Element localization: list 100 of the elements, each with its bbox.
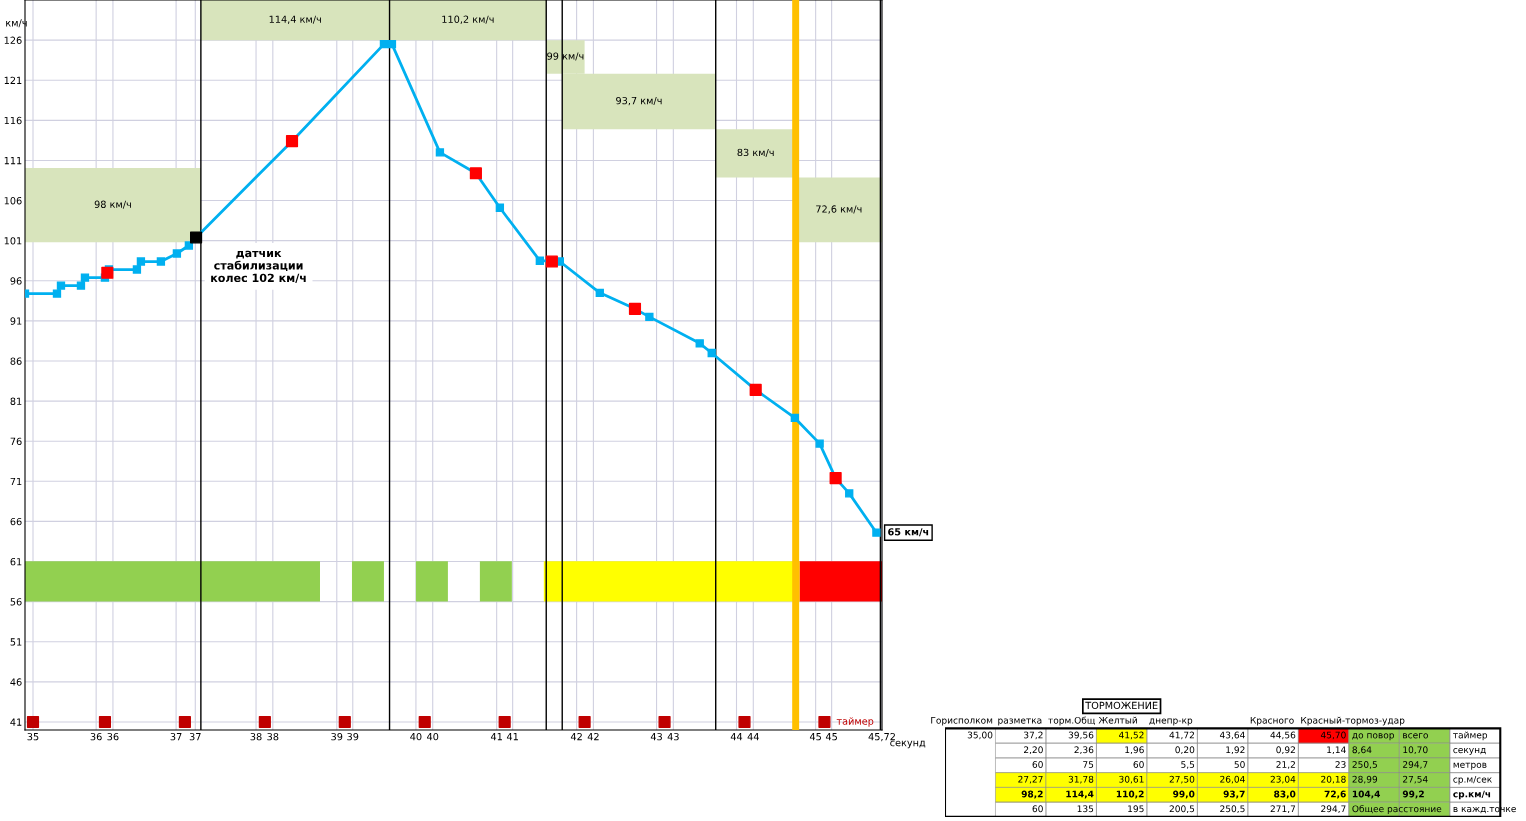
text: 294,7: [1321, 805, 1346, 814]
text: 83,0: [1274, 790, 1296, 799]
y-tick-label: 86: [10, 357, 22, 365]
text: 39,56: [1068, 731, 1094, 740]
text: 72,6: [1324, 790, 1346, 799]
text: 75: [1083, 761, 1094, 768]
text: 26,04: [1220, 775, 1245, 784]
text: 27,50: [1169, 775, 1195, 784]
text: 41,52: [1118, 731, 1144, 740]
text: 60: [1032, 761, 1043, 768]
y-tick-label: 91: [10, 317, 22, 325]
text: 99,0: [1173, 790, 1195, 799]
y-tick-label: 101: [4, 237, 22, 245]
x-tick-label: 36: [90, 732, 102, 741]
text: 41,72: [1169, 731, 1194, 740]
y-tick-label: 81: [10, 397, 22, 405]
x-tick-label: 42: [570, 732, 582, 741]
text: 135: [1077, 805, 1094, 813]
text: 60: [1133, 761, 1144, 768]
text: 43,64: [1219, 731, 1245, 740]
text: 1,96: [1125, 746, 1144, 755]
y-tick-label: 41: [10, 718, 22, 726]
y-tick-label: 116: [4, 116, 22, 125]
category-label: разметка: [998, 718, 1042, 726]
y-tick-label: 66: [10, 517, 22, 526]
text: ср.км/ч: [1453, 790, 1491, 800]
text: метров: [1453, 762, 1487, 770]
text: 30,61: [1119, 775, 1144, 784]
text: 110,2: [1116, 790, 1144, 799]
text: 8,64: [1352, 746, 1372, 755]
x-tick-label: 41: [506, 733, 518, 741]
text: 271,7: [1270, 805, 1296, 814]
annotation: датчик стабилизации колес 102 км/ч: [211, 250, 306, 283]
text: 1,14: [1327, 746, 1346, 755]
text: всего: [1403, 733, 1428, 739]
text: 99,2: [1402, 790, 1424, 799]
text: 60: [1032, 805, 1043, 813]
x-tick-label: 38: [267, 732, 279, 741]
x-tick-label: 44: [730, 733, 743, 741]
text: 93,7: [1223, 790, 1245, 799]
y-tick-label: 46: [10, 678, 22, 686]
text: 27,54: [1403, 775, 1428, 784]
x-tick-label: 45: [809, 733, 821, 741]
text: 0,92: [1276, 746, 1295, 755]
y-tick-label: 61: [10, 558, 22, 566]
text: 98,2: [1021, 790, 1043, 799]
band-label: 99 км/ч: [547, 52, 584, 61]
y-tick-label: 76: [10, 437, 22, 446]
category-label: Горисполком: [931, 716, 993, 726]
band-label: 114,4 км/ч: [269, 15, 321, 24]
category-label: днепр-кр: [1149, 718, 1193, 726]
category-label: Красный-тормоз-удар: [1301, 716, 1405, 726]
text: 35,00: [967, 731, 993, 740]
text: Общее расстояние: [1352, 805, 1442, 814]
y-tick-label: 126: [4, 36, 22, 44]
text: 37,2: [1024, 731, 1043, 740]
y-tick-label: 51: [10, 638, 22, 646]
text: 195: [1128, 805, 1144, 813]
y-tick-label: 71: [10, 477, 22, 486]
x-tick-label: 45,72: [868, 732, 895, 742]
x-tick-label: 40: [427, 732, 439, 741]
x-tick-label: 37: [189, 732, 201, 741]
text: 20,18: [1321, 775, 1346, 784]
category-label: торм.Общ: [1048, 716, 1095, 726]
x-tick-label: 43: [650, 732, 662, 741]
band-label: 98 км/ч: [94, 200, 131, 209]
text: 23: [1335, 761, 1346, 768]
text: 294,7: [1403, 761, 1428, 769]
text: 31,78: [1068, 775, 1094, 784]
y-tick-label: 121: [4, 76, 22, 84]
x-tick-label: 45: [825, 733, 837, 741]
text: таймер: [1453, 731, 1488, 741]
text: 21,2: [1276, 761, 1295, 769]
x-tick-label: 40: [410, 732, 422, 741]
text: ТОРМОЖЕНИЕ: [1085, 701, 1158, 710]
text: 104,4: [1352, 790, 1381, 799]
text: 114,4: [1066, 790, 1094, 799]
text: 1,92: [1226, 746, 1245, 755]
text: 50: [1234, 761, 1245, 768]
x-tick-label: 43: [667, 732, 679, 741]
text: 250,5: [1352, 761, 1377, 769]
annotation: 65 км/ч: [888, 528, 929, 537]
text: 10,70: [1403, 746, 1428, 755]
x-tick-label: 39: [347, 732, 359, 741]
category-label: Желтый: [1098, 716, 1137, 724]
text: 250,5: [1220, 805, 1245, 814]
x-tick-label: 36: [107, 732, 119, 741]
text: 2,36: [1074, 746, 1094, 755]
x-tick-label: 42: [587, 732, 599, 741]
text: 23,04: [1270, 775, 1296, 784]
text: 5,5: [1181, 761, 1195, 769]
text: 2,20: [1024, 746, 1043, 755]
band-label: 83 км/ч: [737, 148, 774, 157]
text: 45,70: [1320, 731, 1346, 740]
y-tick-label: 106: [4, 197, 22, 205]
category-label: Красного: [1250, 716, 1294, 726]
text: секунд: [1453, 747, 1486, 755]
text: до повор: [1352, 733, 1395, 741]
x-tick-label: 35: [27, 732, 39, 741]
band-label: 72,6 км/ч: [816, 205, 862, 214]
